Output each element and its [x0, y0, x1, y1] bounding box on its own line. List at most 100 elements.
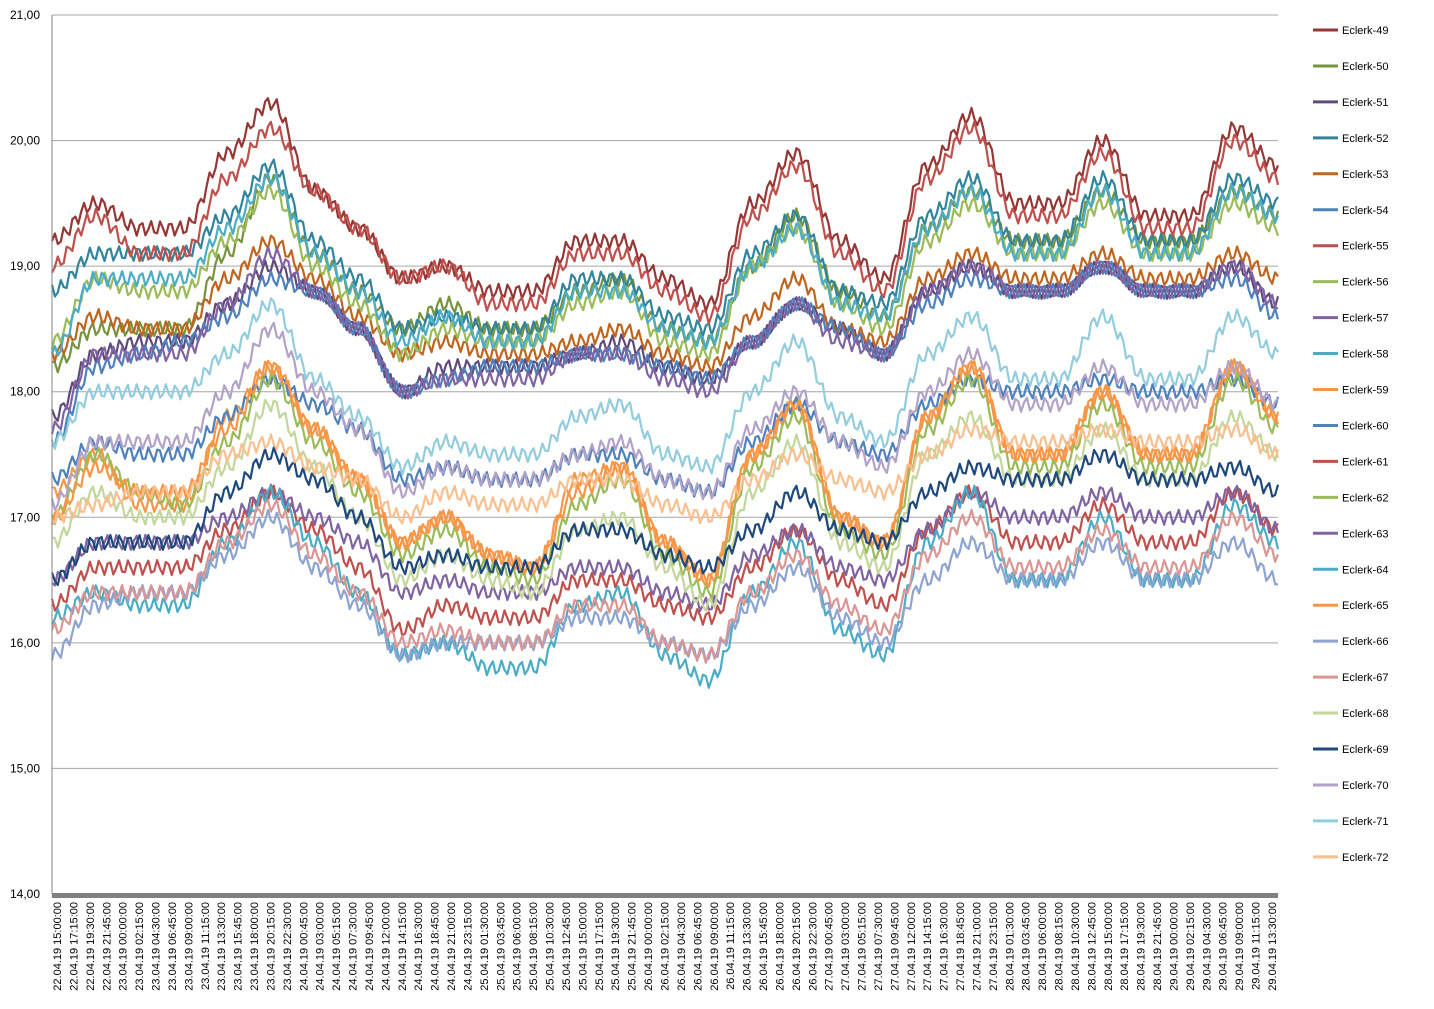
x-tick-label: 23.04.19 09:00:00 [183, 902, 195, 991]
x-tick-label: 24.04.19 05:15:00 [331, 902, 343, 991]
x-tick-label: 26.04.19 11:15:00 [725, 902, 737, 990]
x-tick-label: 26.04.19 13:30:00 [742, 902, 754, 991]
series-line-eclerk-55 [51, 120, 1280, 325]
x-tick-label: 23.04.19 06:45:00 [167, 902, 179, 991]
x-tick-label: 26.04.19 22:30:00 [807, 902, 819, 991]
x-tick-label: 26.04.19 18:00:00 [774, 902, 786, 991]
series-line-eclerk-54 [51, 260, 1280, 448]
series-line-eclerk-57 [50, 245, 1279, 435]
x-tick-label: 27.04.19 00:45:00 [824, 902, 836, 991]
x-tick-label: 26.04.19 09:00:00 [709, 902, 721, 991]
series-line-eclerk-66 [50, 509, 1279, 664]
legend-label: Eclerk-65 [1342, 600, 1388, 612]
y-tick-label: 19,00 [10, 259, 40, 273]
x-tick-label: 28.04.19 08:15:00 [1054, 902, 1066, 991]
x-tick-label: 23.04.19 04:30:00 [151, 902, 163, 991]
series-line-eclerk-65 [50, 358, 1280, 588]
x-tick-label: 24.04.19 07:30:00 [348, 902, 360, 991]
x-tick-label: 28.04.19 01:30:00 [1004, 902, 1016, 991]
series-line-eclerk-69 [50, 446, 1280, 587]
x-tick-label: 29.04.19 00:00:00 [1169, 902, 1181, 991]
legend-label: Eclerk-66 [1342, 636, 1388, 648]
legend-label: Eclerk-58 [1342, 349, 1388, 361]
legend: Eclerk-49 Eclerk-50 Eclerk-51 Eclerk-52 Ecle… [1313, 25, 1388, 864]
x-tick-label: 24.04.19 23:15:00 [463, 902, 475, 991]
x-tick-label: 26.04.19 04:30:00 [676, 902, 688, 991]
y-tick-label: 18,00 [10, 385, 40, 399]
legend-label: Eclerk-59 [1342, 385, 1388, 397]
series-lines [50, 97, 1280, 689]
y-tick-label: 15,00 [10, 761, 40, 775]
x-tick-label: 25.04.19 19:30:00 [610, 902, 622, 991]
x-tick-label: 27.04.19 23:15:00 [988, 902, 1000, 991]
x-tick-label: 23.04.19 22:30:00 [282, 902, 294, 991]
legend-label: Eclerk-56 [1342, 277, 1388, 289]
x-tick-label: 25.04.19 21:45:00 [627, 902, 639, 991]
x-tick-label: 22.04.19 17:15:00 [68, 902, 80, 991]
x-tick-label: 28.04.19 19:30:00 [1136, 902, 1148, 991]
series-line-eclerk-72 [51, 422, 1280, 525]
legend-label: Eclerk-67 [1342, 672, 1388, 684]
x-axis: 22.04.19 15:00:00 22.04.19 17:15:00 22.04.… [52, 893, 1279, 991]
x-tick-label: 25.04.19 17:15:00 [594, 902, 606, 991]
x-tick-label: 23.04.19 20:15:00 [265, 902, 277, 991]
legend-label: Eclerk-57 [1342, 313, 1388, 325]
series-line-eclerk-67 [50, 498, 1280, 664]
x-tick-label: 29.04.19 02:15:00 [1185, 902, 1197, 991]
x-tick-label: 25.04.19 10:30:00 [545, 902, 557, 991]
x-tick-label: 24.04.19 00:45:00 [298, 902, 310, 991]
y-tick-label: 14,00 [10, 887, 40, 901]
legend-label: Eclerk-68 [1342, 708, 1388, 720]
legend-label: Eclerk-61 [1342, 456, 1388, 468]
x-tick-label: 23.04.19 00:00:00 [118, 902, 130, 991]
x-tick-label: 23.04.19 02:15:00 [134, 902, 146, 991]
x-tick-label: 27.04.19 14:15:00 [922, 902, 934, 991]
x-tick-label: 28.04.19 17:15:00 [1119, 902, 1131, 991]
series-line-eclerk-56 [50, 184, 1280, 363]
x-tick-label: 26.04.19 00:00:00 [643, 902, 655, 991]
y-axis: 14,00 15,00 16,00 17,00 18,00 19,00 20,00 21,00 [10, 8, 53, 901]
x-tick-label: 29.04.19 09:00:00 [1234, 902, 1246, 991]
x-tick-label: 28.04.19 10:30:00 [1070, 902, 1082, 991]
x-tick-label: 27.04.19 18:45:00 [955, 902, 967, 991]
x-tick-label: 26.04.19 20:15:00 [791, 902, 803, 991]
series-line-eclerk-52 [50, 158, 1279, 338]
legend-label: Eclerk-71 [1342, 816, 1388, 828]
legend-label: Eclerk-53 [1342, 169, 1388, 181]
x-tick-label: 29.04.19 06:45:00 [1218, 902, 1230, 991]
series-line-eclerk-49 [50, 97, 1280, 313]
x-tick-label: 28.04.19 15:00:00 [1103, 902, 1115, 991]
x-tick-label: 27.04.19 05:15:00 [857, 902, 869, 991]
x-tick-label: 29.04.19 13:30:00 [1267, 902, 1279, 991]
x-tick-label: 24.04.19 12:00:00 [380, 902, 392, 991]
legend-label: Eclerk-63 [1342, 528, 1388, 540]
legend-label: Eclerk-62 [1342, 492, 1388, 504]
x-tick-label: 29.04.19 11:15:00 [1251, 902, 1263, 990]
x-tick-label: 28.04.19 06:00:00 [1037, 902, 1049, 991]
legend-label: Eclerk-72 [1342, 852, 1388, 864]
x-tick-label: 24.04.19 03:00:00 [315, 902, 327, 991]
legend-label: Eclerk-49 [1342, 25, 1388, 37]
x-tick-label: 25.04.19 12:45:00 [561, 902, 573, 991]
y-tick-label: 16,00 [10, 636, 40, 650]
x-tick-label: 22.04.19 21:45:00 [101, 902, 113, 991]
legend-label: Eclerk-52 [1342, 133, 1388, 145]
legend-label: Eclerk-64 [1342, 564, 1388, 576]
x-tick-label: 23.04.19 13:30:00 [216, 902, 228, 991]
x-tick-label: 29.04.19 04:30:00 [1201, 902, 1213, 991]
series-line-eclerk-70 [50, 321, 1279, 511]
y-tick-label: 17,00 [10, 510, 40, 524]
x-tick-label: 25.04.19 06:00:00 [512, 902, 524, 991]
series-line-eclerk-58 [50, 172, 1280, 357]
x-tick-label: 27.04.19 03:00:00 [840, 902, 852, 991]
x-tick-label: 22.04.19 15:00:00 [52, 902, 64, 991]
x-tick-label: 24.04.19 09:45:00 [364, 902, 376, 991]
legend-label: Eclerk-51 [1342, 97, 1388, 109]
x-tick-label: 27.04.19 07:30:00 [873, 902, 885, 991]
legend-label: Eclerk-55 [1342, 241, 1388, 253]
x-tick-label: 25.04.19 03:45:00 [495, 902, 507, 991]
x-tick-label: 25.04.19 08:15:00 [528, 902, 540, 991]
x-tick-label: 26.04.19 02:15:00 [660, 902, 672, 991]
x-tick-label: 22.04.19 19:30:00 [85, 902, 97, 991]
